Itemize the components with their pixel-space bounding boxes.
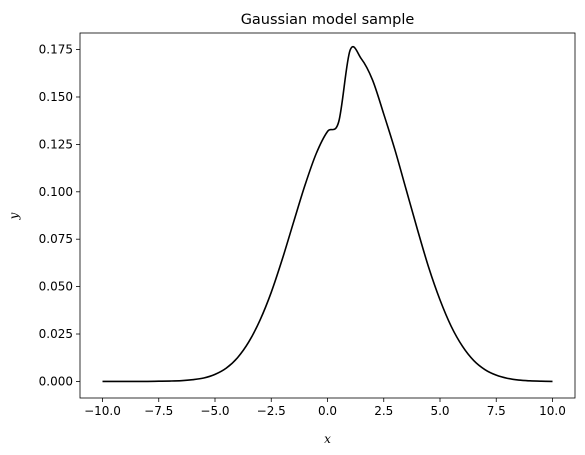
plot-area: −10.0 −7.5 −5.0 −2.5 0.0 2.5 5.0 7.5 10.0 0.000 0.… <box>39 32 576 418</box>
x-tick-label: −7.5 <box>144 404 173 418</box>
axes-frame <box>79 32 576 399</box>
x-axis-label: x <box>324 432 331 446</box>
y-tick-label: 0.100 <box>39 185 73 199</box>
y-tick-label: 0.125 <box>39 137 73 151</box>
x-tick-label: 2.5 <box>374 404 393 418</box>
y-axis-label: y <box>7 212 21 220</box>
x-tick-label: 5.0 <box>430 404 449 418</box>
y-tick-label: 0.075 <box>39 232 73 246</box>
chart-title: Gaussian model sample <box>241 12 415 28</box>
series-line <box>102 45 553 383</box>
y-tick-label: 0.175 <box>39 43 73 57</box>
x-tick-label: 10.0 <box>539 404 566 418</box>
y-tick-label: 0.150 <box>39 90 73 104</box>
x-tick-label: 7.5 <box>487 404 506 418</box>
x-tick-label: 0.0 <box>318 404 337 418</box>
x-tick-label: −10.0 <box>84 404 121 418</box>
y-tick-label: 0.000 <box>39 374 73 388</box>
x-tick-label: −5.0 <box>200 404 229 418</box>
x-tick-label: −2.5 <box>257 404 286 418</box>
y-tick-label: 0.025 <box>39 327 73 341</box>
y-tick-label: 0.050 <box>39 280 73 294</box>
